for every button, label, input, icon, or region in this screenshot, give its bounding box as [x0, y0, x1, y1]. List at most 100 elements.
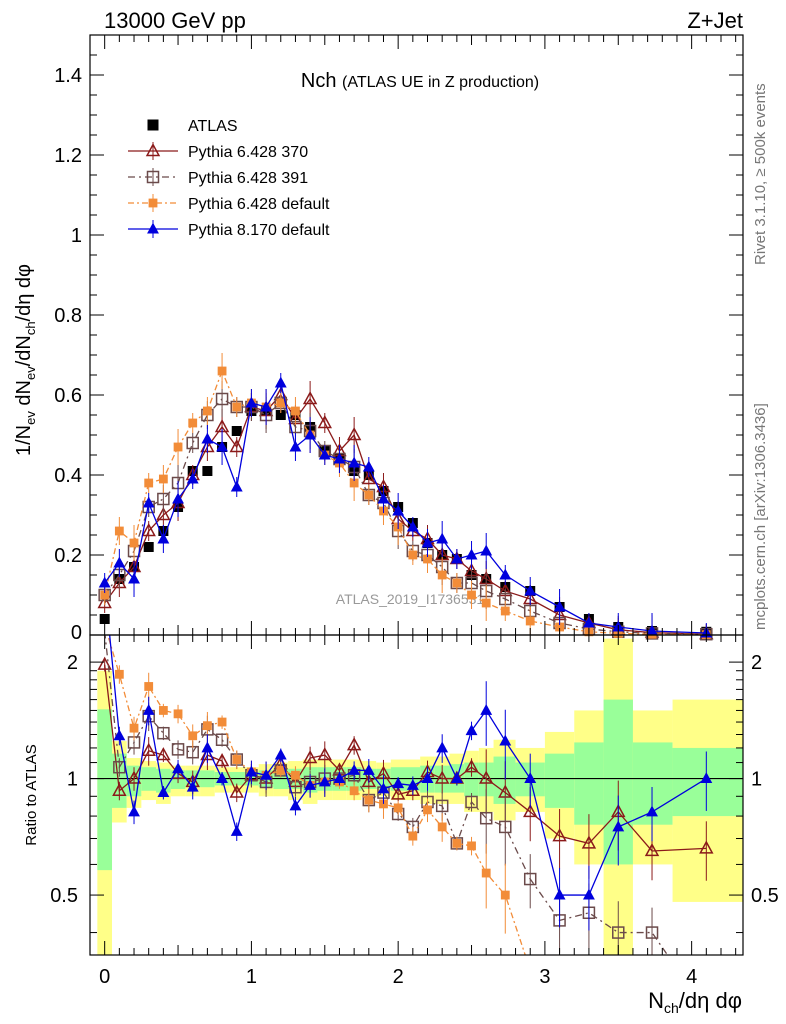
ratio-point-p8def [274, 748, 287, 760]
data-point-p8def [450, 552, 463, 564]
data-point-atlas [231, 426, 242, 436]
ratio-point-p8def [348, 763, 361, 775]
series-line-p8def [104, 381, 707, 634]
legend-label: Pythia 6.428 370 [188, 144, 308, 161]
ratio-point-p391 [499, 820, 512, 834]
legend-marker [145, 142, 161, 157]
ratio-point-p6def [452, 838, 462, 848]
data-point-p8def [201, 432, 214, 444]
ratio-point-p6def [129, 723, 139, 733]
ratio-point-p8def [113, 729, 126, 741]
data-point-p6def [555, 622, 564, 632]
ratio-xlabel: Nch/dη dφ [648, 988, 742, 1016]
stat-band-green [97, 709, 113, 871]
data-point-p6def [408, 550, 418, 560]
ratio-point-p370 [581, 835, 597, 849]
data-point-p391 [186, 436, 199, 450]
legend-marker [147, 222, 159, 234]
data-point-p6def [158, 474, 168, 484]
ratio-point-p370 [302, 750, 318, 764]
stat-band-green [493, 756, 516, 804]
legend-entry-p8def: Pythia 8.170 default [128, 220, 330, 239]
ratio-y-tick-label-right: 2 [751, 652, 762, 674]
legend-entry-atlas: ATLAS [147, 118, 238, 135]
ratio-point-p370 [644, 842, 660, 857]
mcplots-label: mcplots.cern.ch [arXiv:1306.3436] [752, 403, 769, 630]
legend-label: ATLAS [188, 118, 238, 135]
data-point-p8def [142, 496, 155, 508]
ratio-point-p8def [553, 888, 566, 900]
ratio-point-p8def [480, 704, 493, 715]
ratio-y-tick-label: 0.5 [50, 885, 78, 907]
data-point-p8def [157, 532, 170, 544]
data-point-p8def [172, 492, 184, 504]
main-panel: ATLAS_2019_I1736531 0.20.40.60.811.21.40… [54, 34, 744, 644]
ratio-point-p370 [478, 770, 494, 784]
legend-label: Pythia 6.428 391 [188, 170, 308, 187]
data-point-atlas [275, 410, 286, 420]
ratio-point-p391 [215, 733, 229, 746]
ratio-y-tick-label-right: 0.5 [751, 885, 779, 907]
ratio-point-p370 [434, 770, 450, 784]
ratio-point-p370 [552, 828, 567, 842]
series-line-p6def [104, 369, 707, 636]
ratio-point-p391 [157, 726, 170, 740]
data-point-p8def [392, 504, 405, 516]
ratio-point-p8def [436, 741, 449, 753]
data-point-atlas [202, 466, 213, 476]
y-tick-label: 0.4 [54, 465, 82, 487]
ratio-point-p6def [114, 669, 124, 679]
main-ylabel: 1/Nev dNev/dNch/dη dφ [13, 264, 38, 456]
data-point-p8def [582, 616, 595, 628]
data-point-p370 [346, 426, 362, 441]
legend-label: Pythia 6.428 default [188, 196, 330, 213]
data-point-p8def [499, 568, 512, 580]
data-point-p8def [348, 456, 361, 468]
ratio-frame [89, 634, 744, 956]
legend-marker [146, 170, 160, 184]
ratio-point-p8def [128, 805, 140, 817]
data-point-p8def [289, 440, 302, 452]
ratio-point-p8def [230, 825, 243, 836]
ratio-point-p8def [186, 780, 199, 792]
data-point-p370 [156, 506, 171, 521]
ratio-line-p391 [104, 635, 669, 955]
data-point-p6def [100, 590, 110, 600]
y-tick-label: 1.4 [54, 65, 82, 87]
data-point-p6def [144, 478, 154, 488]
data-point-p8def [113, 556, 126, 568]
ratio-point-p8def [700, 772, 713, 784]
ratio-point-p370 [390, 786, 406, 800]
ratio-point-p8def [289, 799, 302, 811]
ratio-point-p6def [217, 717, 227, 727]
data-point-p6def [437, 570, 447, 580]
data-point-p8def [260, 400, 273, 412]
data-point-p8def [98, 576, 111, 588]
data-point-p8def [377, 492, 390, 504]
ratio-point-p8def [646, 805, 658, 817]
data-point-p6def [276, 398, 286, 408]
ratio-point-p8def [142, 704, 155, 715]
stat-band-green [574, 742, 604, 825]
data-point-p6def [202, 406, 212, 416]
ratio-point-p8def [216, 772, 229, 784]
ratio-point-p391 [523, 872, 537, 886]
x-tick-label: 1 [246, 966, 257, 988]
legend: ATLAS Pythia 6.428 370 Pythia 6.428 391 Pyt… [128, 118, 330, 239]
ratio-point-p8def [524, 772, 537, 784]
series-p6def [100, 353, 711, 639]
ratio-point-p8def [362, 763, 375, 775]
x-tick-label: 3 [539, 966, 550, 988]
legend-label: Pythia 8.170 default [188, 222, 330, 239]
data-point-p6def [291, 406, 300, 416]
data-point-p6def [188, 418, 198, 428]
legend-marker [148, 198, 158, 208]
data-point-p6def [500, 606, 510, 616]
legend-entry-p6def: Pythia 6.428 default [128, 194, 330, 213]
main-axes: 0.2 0.4 0.6 0.8 1 1.2 1.4 0 [54, 34, 744, 644]
data-point-p370 [141, 522, 156, 537]
data-point-p6def [217, 366, 227, 376]
legend-marker [147, 119, 159, 131]
ratio-point-p6def [173, 709, 183, 719]
ratio-point-p370 [126, 770, 142, 784]
